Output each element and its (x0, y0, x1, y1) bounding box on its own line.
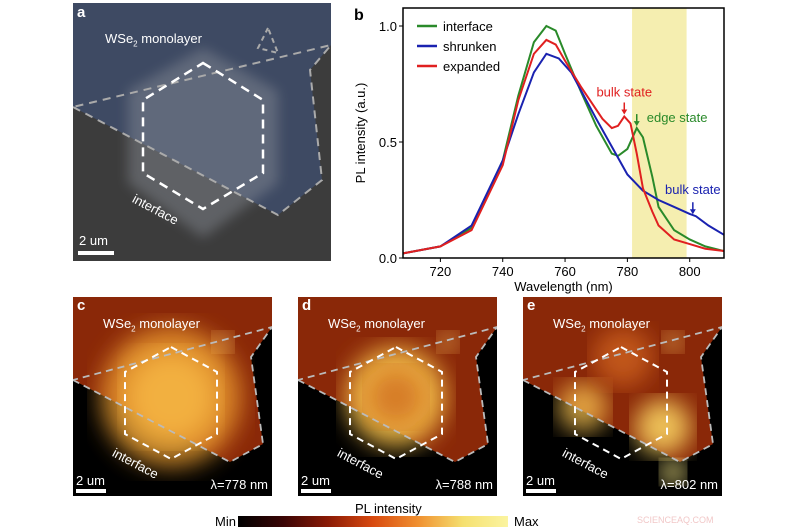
panel-label: b (354, 7, 364, 24)
series-line-expanded (402, 38, 725, 255)
y-tick-label: 0.5 (379, 135, 397, 150)
pl-map-graphic (523, 297, 722, 484)
watermark: SCIENCEAQ.COM (637, 515, 714, 525)
annotation-arrowhead (633, 121, 640, 127)
scale-bar (76, 489, 106, 493)
panel-a-graphic (73, 3, 331, 238)
x-tick-label: 780 (617, 264, 639, 279)
series-line-interface (402, 24, 725, 255)
annotation-label: bulk state (596, 84, 652, 99)
x-tick-label: 760 (554, 264, 576, 279)
x-tick-label: 740 (492, 264, 514, 279)
panel-label: e (527, 297, 536, 314)
wavelength-label: λ=778 nm (210, 477, 268, 492)
legend-label-interface: interface (443, 19, 493, 34)
scale-label: 2 um (76, 473, 105, 488)
y-axis-label: PL intensity (a.u.) (353, 83, 368, 184)
scale-label: 2 um (301, 473, 330, 488)
material-label: WSe2 monolayer (328, 316, 425, 334)
material-label: WSe2 monolayer (553, 316, 650, 334)
scale-bar (78, 251, 114, 255)
pl-spectrum-chart: interface shrunken expanded 720 740 760 780 800… (353, 7, 725, 294)
panel-a-image: a WSe2 monolayer interface 2 um (73, 3, 331, 261)
colorbar-min: Min (215, 514, 236, 529)
annotation-arrowhead (689, 209, 696, 215)
panel-label: c (77, 297, 86, 314)
wavelength-label: λ=802 nm (660, 477, 718, 492)
annotation-arrowhead (621, 109, 628, 115)
y-tick-label: 0.0 (379, 251, 397, 266)
pl-map-graphic (73, 297, 272, 467)
pl-map-panel-e: e WSe2 monolayer interface 2 um λ=802 nm (523, 297, 722, 496)
wavelength-label: λ=788 nm (435, 477, 493, 492)
colorbar-max: Max (514, 514, 539, 529)
scale-label: 2 um (79, 233, 108, 248)
pl-map-panel-d: d WSe2 monolayer interface 2 um λ=788 nm (298, 297, 497, 496)
scale-label: 2 um (526, 473, 555, 488)
scale-bar (301, 489, 331, 493)
pl-map-panel-c: c WSe2 monolayer interface 2 um λ=778 nm (73, 297, 272, 496)
legend-label-shrunken: shrunken (443, 39, 496, 54)
annotation-label: bulk state (665, 182, 721, 197)
material-label: WSe2 monolayer (103, 316, 200, 334)
colorbar-title: PL intensity (355, 501, 422, 516)
legend-label-expanded: expanded (443, 59, 500, 74)
x-tick-label: 720 (430, 264, 452, 279)
scale-bar (526, 489, 556, 493)
panel-label: a (77, 4, 86, 21)
panel-label: d (302, 297, 312, 314)
plot-frame (402, 7, 725, 259)
x-tick-label: 800 (679, 264, 701, 279)
colorbar (238, 516, 508, 527)
y-tick-label: 1.0 (379, 19, 397, 34)
material-label: WSe2 monolayer (105, 31, 202, 49)
x-axis-label: Wavelength (nm) (514, 279, 613, 294)
annotation-label: edge state (647, 110, 708, 125)
pl-map-graphic (298, 297, 497, 464)
